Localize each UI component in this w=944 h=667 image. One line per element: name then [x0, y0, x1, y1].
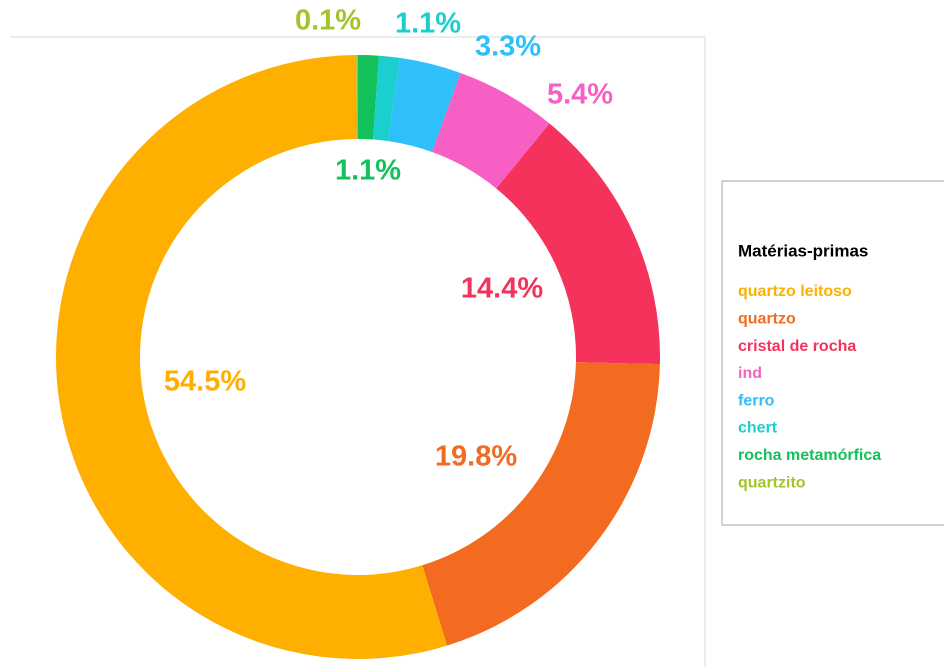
legend-entry: ferro [738, 392, 775, 409]
donut-slice [56, 55, 448, 660]
legend-entry: quartzito [738, 474, 806, 491]
legend-entry: rocha metamórfica [738, 447, 881, 464]
donut-slice [432, 72, 550, 189]
legend-box [721, 180, 944, 526]
legend-entry: quartzo [738, 311, 796, 328]
data-label: 54.5% [164, 366, 246, 398]
donut-slice [422, 362, 660, 646]
data-label: 14.4% [461, 273, 543, 305]
data-label: 5.4% [547, 79, 613, 111]
donut-slice [496, 123, 660, 365]
legend-entry: quartzo leitoso [738, 283, 852, 300]
legend-entry: cristal de rocha [738, 338, 856, 355]
legend-title: Matérias-primas [738, 241, 868, 260]
data-label: 0.1% [295, 5, 361, 37]
data-label: 3.3% [475, 31, 541, 63]
donut-slice [358, 55, 379, 140]
donut-slice [388, 57, 461, 152]
data-label: 19.8% [435, 441, 517, 473]
legend-entry: chert [738, 420, 778, 437]
data-label: 1.1% [395, 8, 461, 40]
legend-entry: ind [738, 365, 762, 382]
data-label: 1.1% [335, 155, 401, 187]
donut-slice [356, 55, 358, 140]
donut-slice [373, 55, 400, 142]
